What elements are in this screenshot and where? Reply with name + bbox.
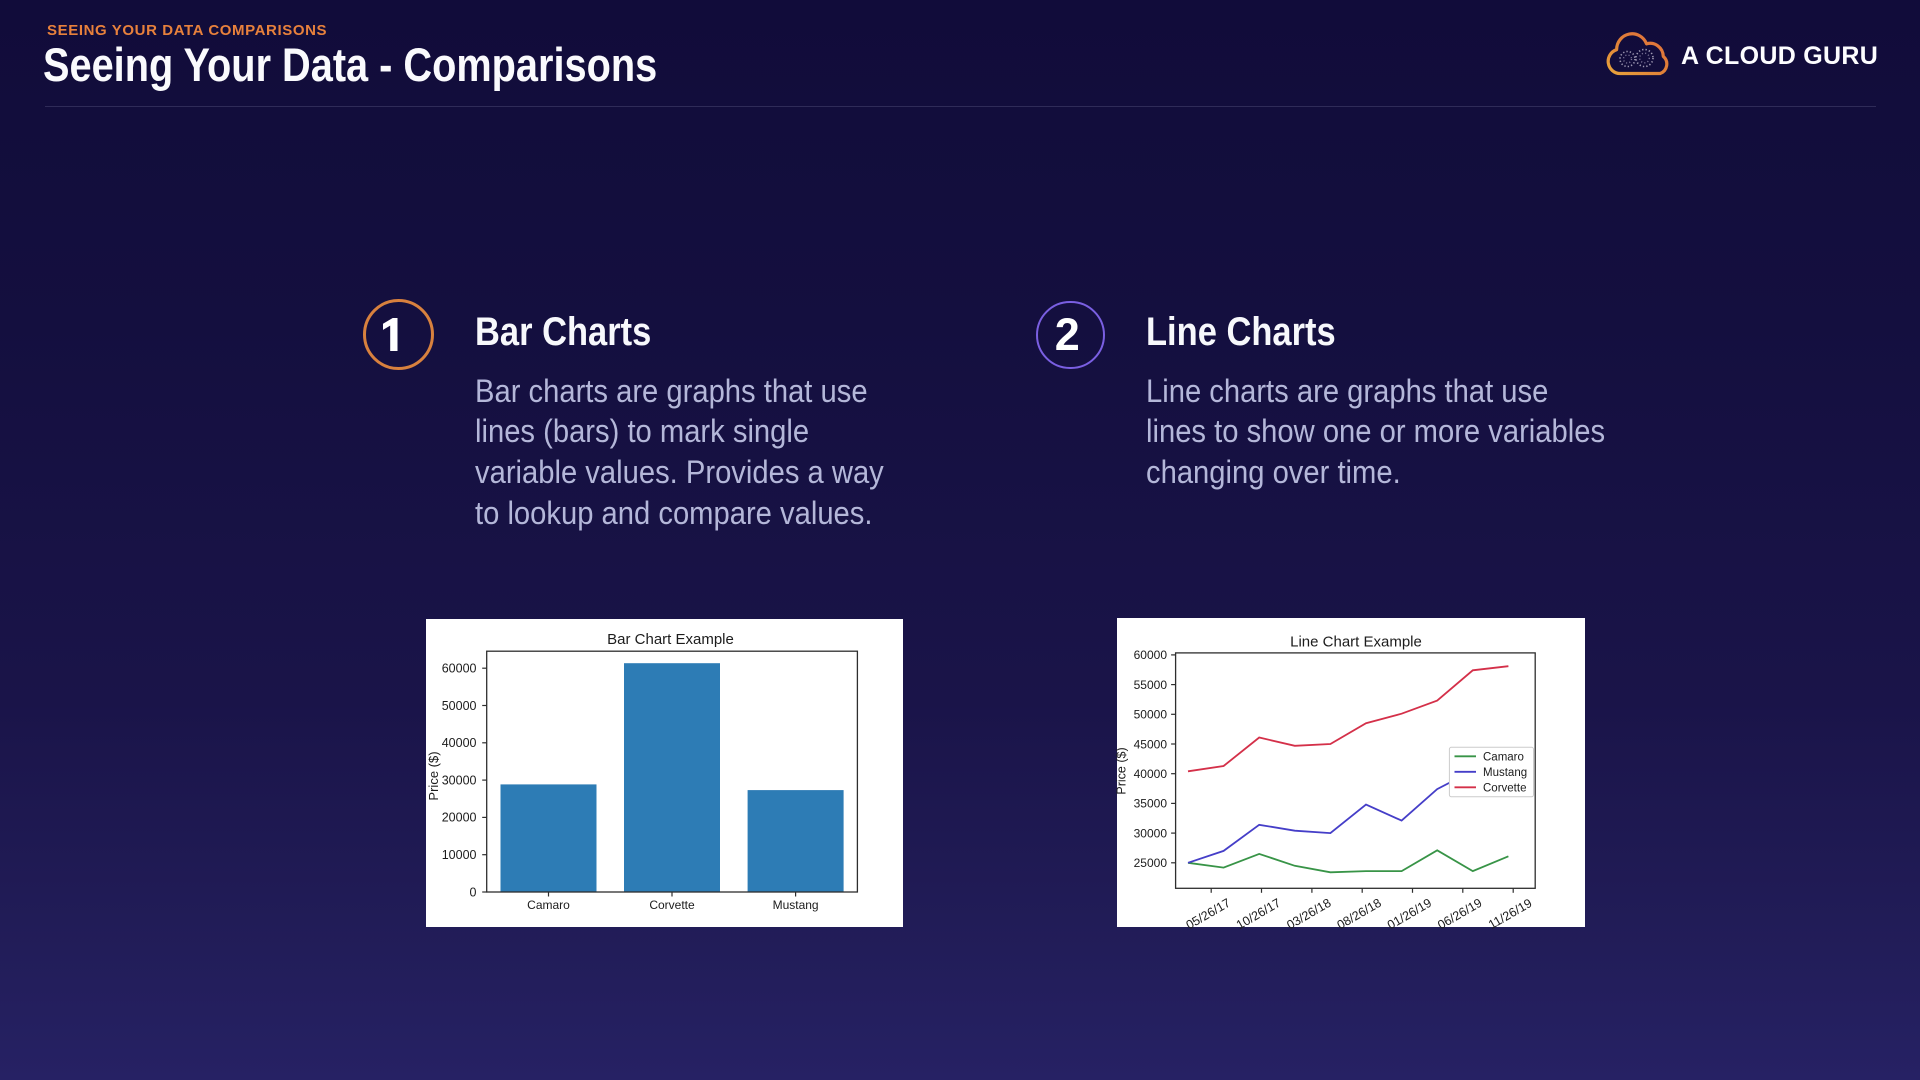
svg-text:05/26/17: 05/26/17 [1184, 896, 1233, 932]
svg-text:Price ($): Price ($) [426, 751, 441, 800]
svg-text:01/26/19: 01/26/19 [1385, 896, 1434, 932]
svg-text:Line Chart Example: Line Chart Example [1290, 634, 1422, 651]
svg-text:11/26/19: 11/26/19 [1486, 896, 1534, 932]
svg-text:25000: 25000 [1134, 856, 1168, 870]
svg-text:55000: 55000 [1134, 678, 1168, 692]
svg-text:45000: 45000 [1134, 737, 1168, 751]
svg-text:60000: 60000 [1134, 648, 1168, 662]
svg-text:40000: 40000 [442, 736, 477, 750]
svg-text:Mustang: Mustang [773, 898, 819, 912]
svg-text:Corvette: Corvette [1483, 782, 1526, 794]
svg-text:08/26/18: 08/26/18 [1335, 896, 1384, 932]
svg-text:35000: 35000 [1134, 797, 1168, 811]
svg-text:60000: 60000 [442, 662, 477, 676]
svg-text:30000: 30000 [1134, 826, 1168, 840]
svg-text:Mustang: Mustang [1483, 767, 1527, 779]
svg-text:50000: 50000 [442, 699, 477, 713]
svg-text:10/26/17: 10/26/17 [1234, 896, 1283, 932]
svg-text:40000: 40000 [1134, 767, 1168, 781]
svg-text:Price ($): Price ($) [1115, 747, 1129, 794]
svg-text:30000: 30000 [442, 773, 477, 787]
svg-text:06/26/19: 06/26/19 [1435, 896, 1484, 932]
svg-text:Camaro: Camaro [527, 898, 570, 912]
svg-text:03/26/18: 03/26/18 [1284, 896, 1333, 932]
svg-text:Bar Chart Example: Bar Chart Example [607, 631, 734, 648]
svg-text:Camaro: Camaro [1483, 751, 1524, 763]
svg-text:20000: 20000 [442, 811, 477, 825]
svg-text:10000: 10000 [442, 848, 477, 862]
svg-text:Corvette: Corvette [649, 898, 695, 912]
svg-text:50000: 50000 [1134, 708, 1168, 722]
svg-text:0: 0 [470, 885, 477, 899]
